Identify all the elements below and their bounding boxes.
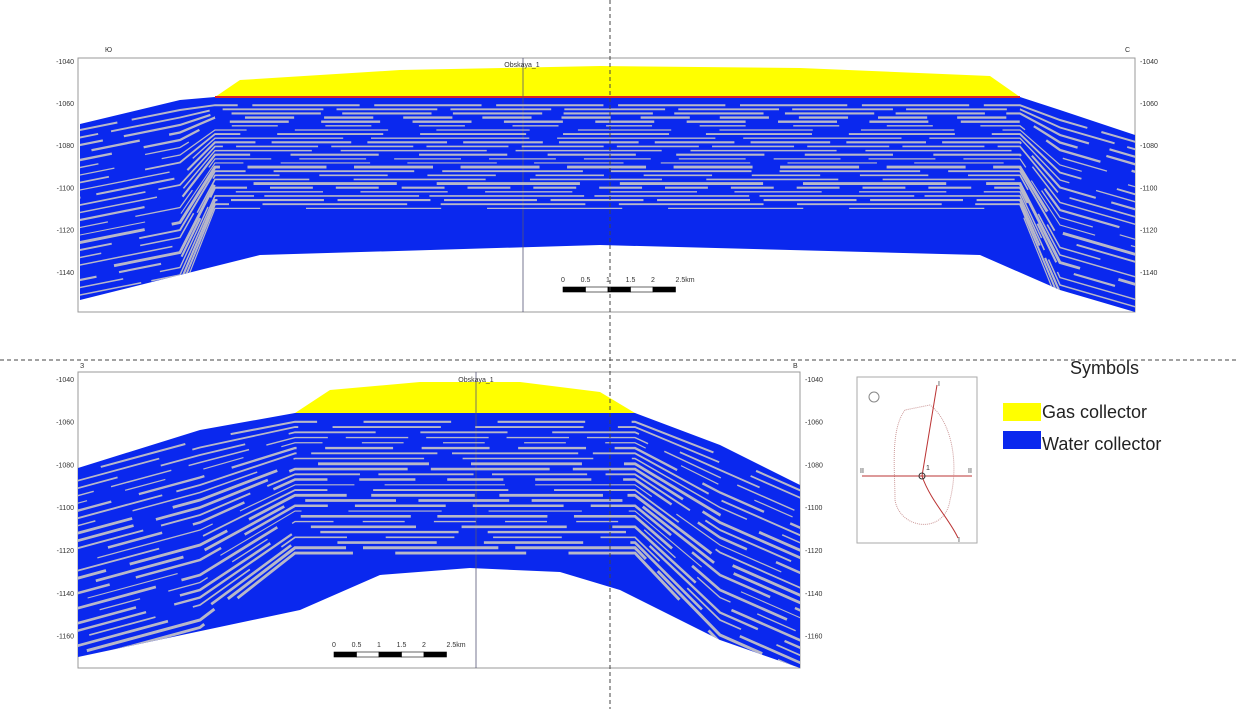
map-label: I [938,381,940,388]
map-label: II [968,468,972,475]
scale-segment [608,287,631,292]
scale-segment [631,287,654,292]
tick-label: -1120 [805,548,822,555]
well-label: Obskaya_1 [504,62,540,69]
tick-label: -1160 [805,634,822,641]
scale-label: 0 [332,642,336,649]
location-map: I I II II 1 [857,377,977,544]
legend-swatch [1003,403,1041,421]
scale-label: 2 [651,277,655,284]
map-label: II [860,468,864,475]
tick-label: -1040 [56,59,74,66]
legend-item: Water collector [1042,434,1161,454]
tick-label: -1140 [57,591,74,598]
tick-label: -1120 [57,548,74,555]
tick-label: -1140 [1140,270,1157,277]
tick-label: -1100 [57,185,74,192]
scale-label: 2.5km [676,277,695,284]
scale-segment [357,652,380,657]
section-panel: Obskaya_1 З В -1040 -1060 -1080 -1100 -1120 -… [56,363,823,687]
tick-label: -1080 [805,462,823,469]
corner-label: С [1125,47,1130,54]
scale-label: 1 [606,277,610,284]
scale-label: 2.5km [447,642,466,649]
tick-label: -1160 [57,634,74,641]
tick-label: -1120 [57,228,74,235]
tick-label: -1100 [805,505,822,512]
scale-segment [402,652,425,657]
legend-swatch [1003,431,1041,449]
tick-label: -1060 [805,420,823,427]
tick-label: -1040 [805,377,823,384]
legend-item: Gas collector [1042,402,1147,422]
scale-label: 1 [377,642,381,649]
tick-label: -1060 [56,101,74,108]
scale-label: 2 [422,642,426,649]
scale-label: 0 [561,277,565,284]
map-label: 1 [926,465,930,472]
scale-segment [379,652,402,657]
corner-label: З [80,363,84,370]
map-label: I [958,537,960,544]
section-panel: Obskaya_1 Ю С -1040 -1060 -1080 -1100 -1120 -… [56,47,1160,337]
legend-title: Symbols [1070,358,1139,378]
tick-label: -1120 [1140,228,1157,235]
tick-label: -1080 [56,462,74,469]
scale-label: 0.5 [581,277,591,284]
tick-label: -1080 [1140,143,1158,150]
tick-label: -1060 [56,420,74,427]
scale-segment [334,652,357,657]
scale-segment [653,287,676,292]
scale-label: 0.5 [352,642,362,649]
scale-label: 1.5 [626,277,636,284]
scale-segment [563,287,586,292]
figure: Obskaya_1 Ю С -1040 -1060 -1080 -1100 -1120 -… [0,0,1237,709]
tick-label: -1080 [56,143,74,150]
tick-label: -1040 [1140,59,1158,66]
tick-label: -1140 [57,270,74,277]
tick-label: -1060 [1140,101,1158,108]
gas-body [215,66,1020,97]
corner-label: Ю [105,47,112,54]
scale-label: 1.5 [397,642,407,649]
tick-label: -1100 [1140,185,1157,192]
well-label: Obskaya_1 [458,377,494,384]
gas-body [295,382,635,413]
corner-label: В [793,363,798,370]
tick-label: -1100 [57,505,74,512]
tick-label: -1140 [805,591,822,598]
scale-segment [424,652,447,657]
tick-label: -1040 [56,377,74,384]
scale-segment [586,287,609,292]
